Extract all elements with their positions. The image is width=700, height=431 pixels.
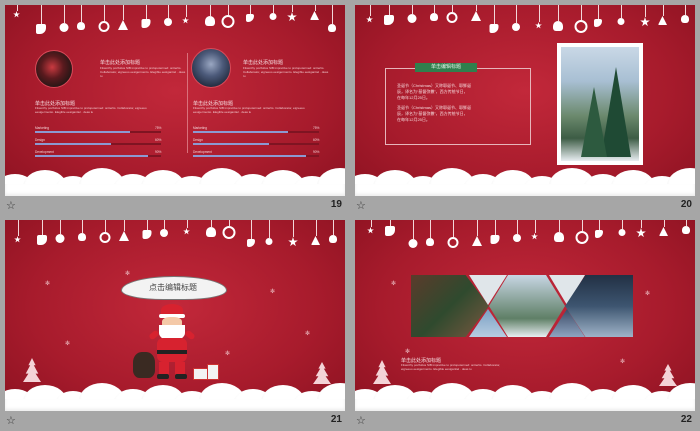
right-body: Fitworthy portfolios SIB imprettive to p… (243, 66, 329, 78)
snowflake-icon: ✻ (305, 331, 311, 337)
hanging-ornaments (355, 5, 695, 47)
left-sub-body: Fitworthy portfolios SIB imprettive to p… (35, 106, 147, 114)
right-sub-title: 单击此处添加标题 (193, 101, 234, 107)
slide-footer: ☆ 19 (0, 197, 350, 215)
snow-bank (5, 160, 345, 196)
snowflake-icon: ✻ (620, 359, 626, 365)
bar-percent: 60% (313, 138, 320, 142)
gift-box (207, 364, 219, 380)
snowflake-icon: ✻ (225, 351, 231, 357)
slide-thumbnail-19[interactable]: 单击此处添加标题 Fitworthy portfolios SIB impret… (0, 0, 350, 215)
snowflake-icon: ✻ (645, 291, 651, 297)
gift-sack (133, 352, 155, 378)
snowy-forest-photo (561, 47, 639, 161)
bar-label: Design (35, 138, 45, 142)
slide-thumbnail-20[interactable]: 单击编辑标题 圣诞节（Christmas）又称耶诞节、耶稣诞辰，译名为“基督弥撒… (350, 0, 700, 215)
left-title: 单击此处添加标题 (100, 60, 141, 66)
banner-title: 点击编辑标题 (149, 283, 197, 292)
hanging-ornaments (355, 220, 695, 262)
ornament-photo (35, 50, 73, 88)
progress-bar (35, 143, 161, 145)
star-icon[interactable]: ☆ (356, 415, 366, 427)
bar-label: Design (193, 138, 203, 142)
progress-fill (193, 155, 307, 157)
hanging-ornaments (5, 5, 345, 47)
bar-percent: 90% (313, 150, 320, 154)
progress-fill (35, 131, 130, 133)
slide-number: 21 (330, 414, 342, 425)
hanging-ornaments (5, 220, 345, 262)
slide-21-canvas: ✻ ✻ ✻ ✻ ✻ ✻ 点击编辑标题 (5, 220, 345, 411)
slide-19-canvas: 单击此处添加标题 Fitworthy portfolios SIB impret… (5, 5, 345, 196)
snowflake-icon: ✻ (391, 281, 397, 287)
slide-footer: ☆ 21 (0, 412, 350, 430)
bar-percent: 75% (313, 126, 320, 130)
photo-collage (411, 275, 633, 337)
santa-icon (148, 304, 196, 380)
slide-footer: ☆ 20 (350, 197, 700, 215)
bar-label: Development (193, 150, 212, 154)
slide-number: 20 (680, 199, 692, 210)
slide-thumbnail-21[interactable]: ✻ ✻ ✻ ✻ ✻ ✻ 点击编辑标题 (0, 215, 350, 430)
slide-footer: ☆ 22 (350, 412, 700, 430)
snow-bank (355, 160, 695, 196)
progress-fill (193, 143, 269, 145)
progress-fill (35, 143, 111, 145)
title-banner (121, 276, 227, 300)
left-body: Fitworthy portfolios SIB imprettive to p… (100, 66, 186, 78)
star-icon[interactable]: ☆ (6, 415, 16, 427)
slide-22-canvas: ✻ ✻ ✻ ✻ 单击此处添加标题 Fitworthy portfolios SI… (355, 220, 695, 411)
snowflake-icon: ✻ (45, 281, 51, 287)
right-title: 单击此处添加标题 (243, 60, 284, 66)
bar-percent: 60% (155, 138, 162, 142)
snow-scene-photo (191, 48, 231, 88)
slide-thumbnail-22[interactable]: ✻ ✻ ✻ ✻ 单击此处添加标题 Fitworthy portfolios SI… (350, 215, 700, 430)
slide-number: 19 (330, 199, 342, 210)
bar-label: Marketing (35, 126, 49, 130)
progress-fill (193, 131, 288, 133)
bar-label: Marketing (193, 126, 207, 130)
progress-bar (193, 143, 319, 145)
bar-percent: 75% (155, 126, 162, 130)
snowflake-icon: ✻ (270, 289, 276, 295)
column-divider (187, 53, 188, 153)
slide-number: 22 (680, 414, 692, 425)
progress-bar (35, 131, 161, 133)
star-icon[interactable]: ☆ (6, 200, 16, 212)
body-text-2: 圣诞节（Christmas）又称耶诞节、耶稣诞辰，译名为“基督弥撒”，西方传统节… (397, 105, 472, 122)
body-text-1: 圣诞节（Christmas）又称耶诞节、耶稣诞辰，译名为“基督弥撒”，西方传统节… (397, 83, 472, 100)
snow-bank (355, 375, 695, 411)
progress-fill (35, 155, 149, 157)
snowflake-icon: ✻ (65, 341, 71, 347)
bar-label: Development (35, 150, 54, 154)
progress-bar (35, 155, 161, 157)
progress-bar (193, 131, 319, 133)
star-icon[interactable]: ☆ (356, 200, 366, 212)
slide-22-title: 单击此处添加标题 (401, 358, 442, 364)
right-sub-body: Fitworthy portfolios SIB imprettive to p… (193, 106, 305, 114)
slide-20-canvas: 单击编辑标题 圣诞节（Christmas）又称耶诞节、耶稣诞辰，译名为“基督弥撒… (355, 5, 695, 196)
title-tag: 单击编辑标题 (415, 63, 477, 72)
progress-bar (193, 155, 319, 157)
snow-bank (5, 375, 345, 411)
left-sub-title: 单击此处添加标题 (35, 101, 76, 107)
snowflake-icon: ✻ (125, 271, 131, 277)
bar-percent: 90% (155, 150, 162, 154)
slide-22-body: Fitworthy portfolios SIB imprettive to p… (401, 363, 501, 371)
snowflake-icon: ✻ (405, 349, 411, 355)
photo-frame (557, 43, 643, 165)
